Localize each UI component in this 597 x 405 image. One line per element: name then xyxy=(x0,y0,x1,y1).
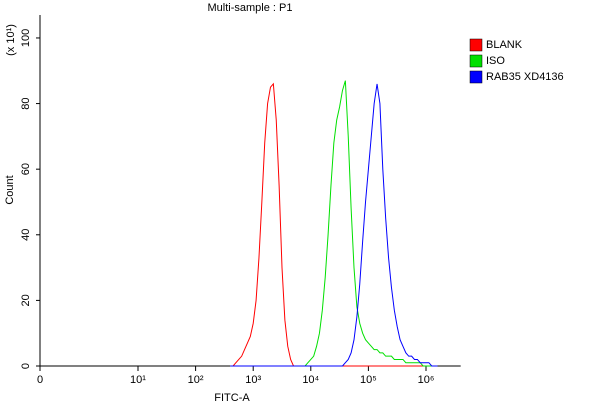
y-axis-label: Count xyxy=(4,175,16,204)
series-line xyxy=(230,82,438,367)
legend-swatch xyxy=(469,54,483,68)
x-tick-label: 0 xyxy=(37,374,43,386)
chart-title: Multi-sample : P1 xyxy=(208,2,293,14)
x-tick-label: 10⁶ xyxy=(418,374,435,386)
legend-label: ISO xyxy=(486,55,505,67)
x-tick-label: 10⁵ xyxy=(360,374,377,386)
y-tick-label: 20 xyxy=(20,294,32,306)
y-tick-label: 80 xyxy=(20,97,32,109)
legend-label: BLANK xyxy=(486,39,523,51)
legend-swatch xyxy=(469,70,483,84)
x-tick-label: 10³ xyxy=(245,374,261,386)
legend-label: RAB35 XD4136 xyxy=(486,71,564,83)
y-tick-label: 60 xyxy=(20,163,32,175)
x-tick-label: 10² xyxy=(188,374,204,386)
series-line xyxy=(230,83,438,367)
legend-swatch xyxy=(469,38,483,52)
x-tick-label: 10¹ xyxy=(130,374,146,386)
y-tick-label: 100 xyxy=(20,29,32,47)
y-multiplier: (x 10¹) xyxy=(5,24,17,56)
x-tick-label: 10⁴ xyxy=(302,374,319,386)
y-tick-label: 40 xyxy=(20,229,32,241)
x-axis-label: FITC-A xyxy=(214,392,250,404)
series-line xyxy=(230,80,438,367)
y-tick-label: 0 xyxy=(20,363,32,369)
